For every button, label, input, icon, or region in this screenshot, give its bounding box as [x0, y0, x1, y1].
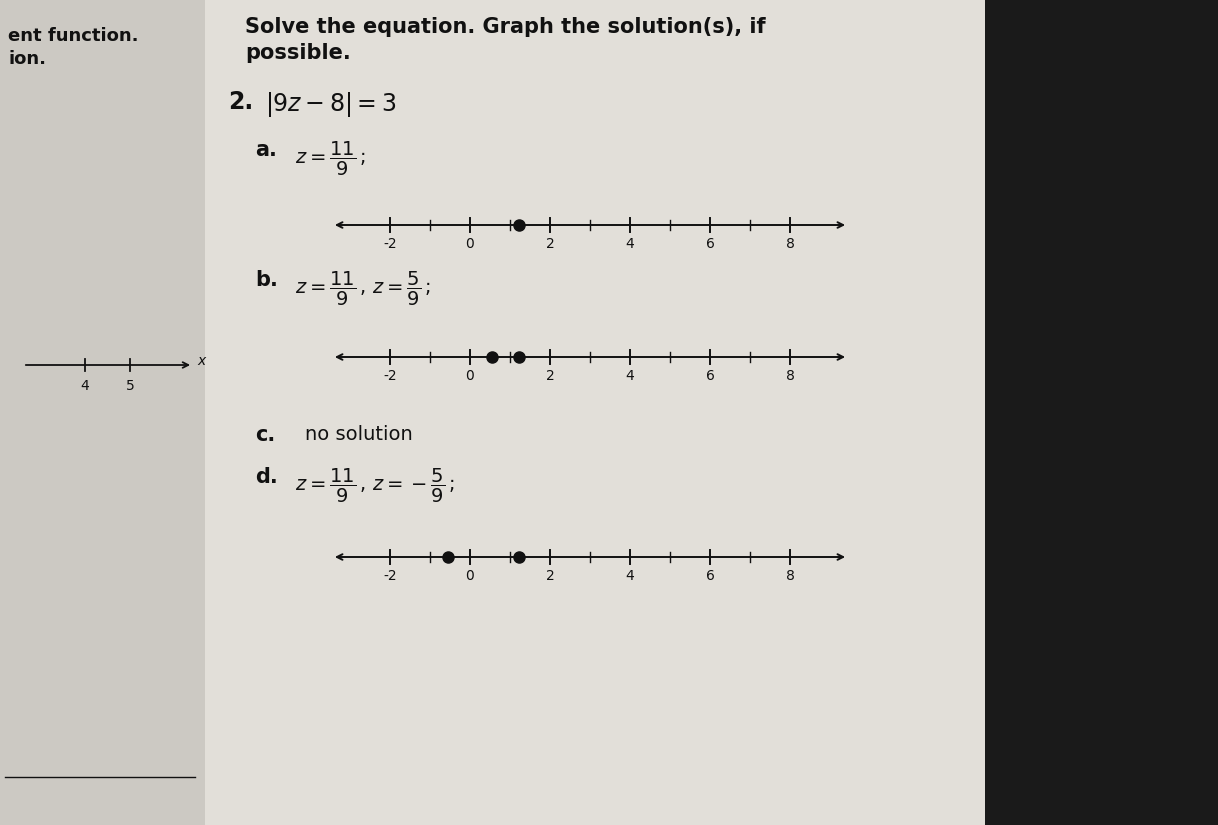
- Text: 0: 0: [465, 369, 474, 383]
- Text: no solution: no solution: [304, 425, 413, 444]
- Text: -2: -2: [384, 569, 397, 583]
- Text: -2: -2: [384, 237, 397, 251]
- Text: $|9z-8|=3$: $|9z-8|=3$: [266, 90, 397, 119]
- Text: b.: b.: [255, 270, 278, 290]
- Text: x: x: [197, 354, 206, 368]
- Text: 5: 5: [125, 379, 134, 393]
- Text: $z=\dfrac{11}{9}$$\,,\,z=\dfrac{5}{9}$$\,;$: $z=\dfrac{11}{9}$$\,,\,z=\dfrac{5}{9}$$\…: [295, 270, 431, 308]
- Text: a.: a.: [255, 140, 276, 160]
- Text: 0: 0: [465, 237, 474, 251]
- Text: 0: 0: [465, 569, 474, 583]
- Text: 8: 8: [786, 237, 794, 251]
- Bar: [0, 0, 205, 825]
- Text: $z=\dfrac{11}{9}$$\,,\,z=-\dfrac{5}{9}$$\,;$: $z=\dfrac{11}{9}$$\,,\,z=-\dfrac{5}{9}$$…: [295, 467, 456, 505]
- Text: 8: 8: [786, 569, 794, 583]
- Text: 4: 4: [80, 379, 89, 393]
- Text: $z=\dfrac{11}{9}$$\,;$: $z=\dfrac{11}{9}$$\,;$: [295, 140, 365, 178]
- Text: 6: 6: [705, 369, 715, 383]
- Text: ent function.: ent function.: [9, 27, 139, 45]
- Text: 6: 6: [705, 237, 715, 251]
- Text: ion.: ion.: [9, 50, 46, 68]
- Text: 6: 6: [705, 569, 715, 583]
- Text: 2.: 2.: [228, 90, 253, 114]
- Text: possible.: possible.: [245, 43, 351, 63]
- Text: c.: c.: [255, 425, 275, 445]
- Text: 4: 4: [626, 369, 635, 383]
- Text: 4: 4: [626, 569, 635, 583]
- Text: 4: 4: [626, 237, 635, 251]
- Text: 2: 2: [546, 237, 554, 251]
- Text: 2: 2: [546, 569, 554, 583]
- Text: -2: -2: [384, 369, 397, 383]
- Text: 2: 2: [546, 369, 554, 383]
- Text: Solve the equation. Graph the solution(s), if: Solve the equation. Graph the solution(s…: [245, 17, 766, 37]
- Text: d.: d.: [255, 467, 278, 487]
- Text: 8: 8: [786, 369, 794, 383]
- Bar: [985, 0, 1218, 825]
